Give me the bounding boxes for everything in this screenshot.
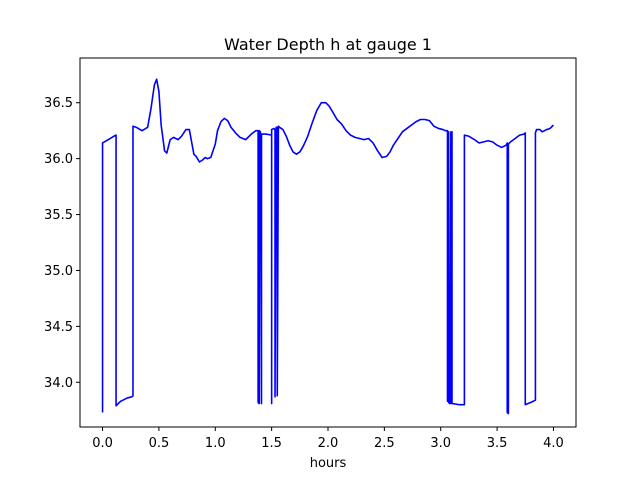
x-tick-label: 3.0 (430, 436, 451, 451)
y-axis: 34.0 34.5 35.0 35.5 36.0 36.5 (44, 96, 80, 391)
series-line-0 (101, 78, 555, 415)
x-tick-label: 4.0 (543, 436, 564, 451)
x-tick-label: 3.5 (487, 436, 508, 451)
x-tick-label: 1.5 (261, 436, 282, 451)
x-tick-label: 1.0 (205, 436, 226, 451)
y-tick-label: 34.5 (44, 320, 73, 335)
y-tick-label: 35.5 (44, 208, 73, 223)
x-tick-label: 0.0 (92, 436, 113, 451)
x-tick-label: 2.0 (318, 436, 339, 451)
axes-frame (79, 57, 577, 428)
y-tick-label: 34.0 (44, 376, 73, 391)
y-tick-label: 35.0 (44, 264, 73, 279)
y-tick-label: 36.5 (44, 96, 73, 111)
x-tick-label: 2.5 (374, 436, 395, 451)
x-axis-label: hours (310, 456, 347, 471)
chart-title: Water Depth h at gauge 1 (224, 35, 432, 54)
y-tick-label: 36.0 (44, 152, 73, 167)
plot-area (101, 78, 555, 415)
x-axis: 0.0 0.5 1.0 1.5 2.0 2.5 3.0 3.5 4.0 (92, 427, 564, 451)
x-tick-label: 0.5 (149, 436, 170, 451)
